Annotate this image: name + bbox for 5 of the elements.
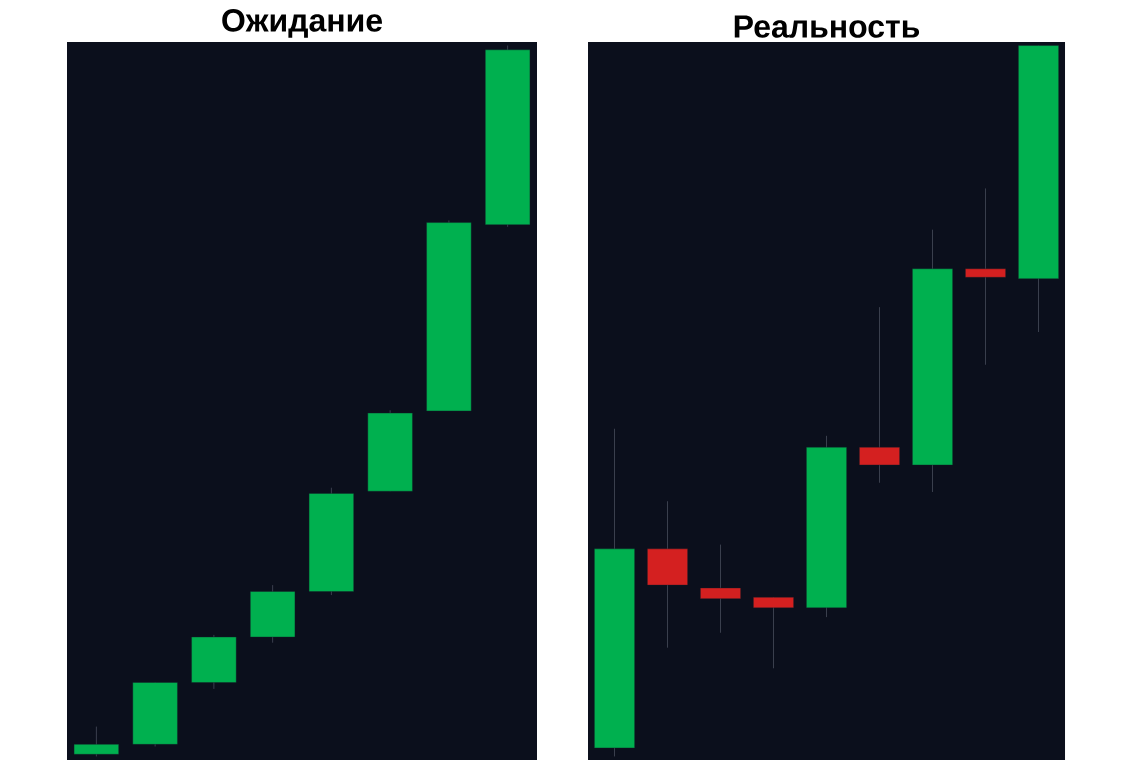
chart-title: Реальность	[734, 15, 920, 38]
candlestick	[700, 544, 741, 634]
candlestick	[965, 188, 1006, 366]
candlestick	[859, 306, 900, 484]
chart-title: Ожидание	[222, 9, 383, 38]
